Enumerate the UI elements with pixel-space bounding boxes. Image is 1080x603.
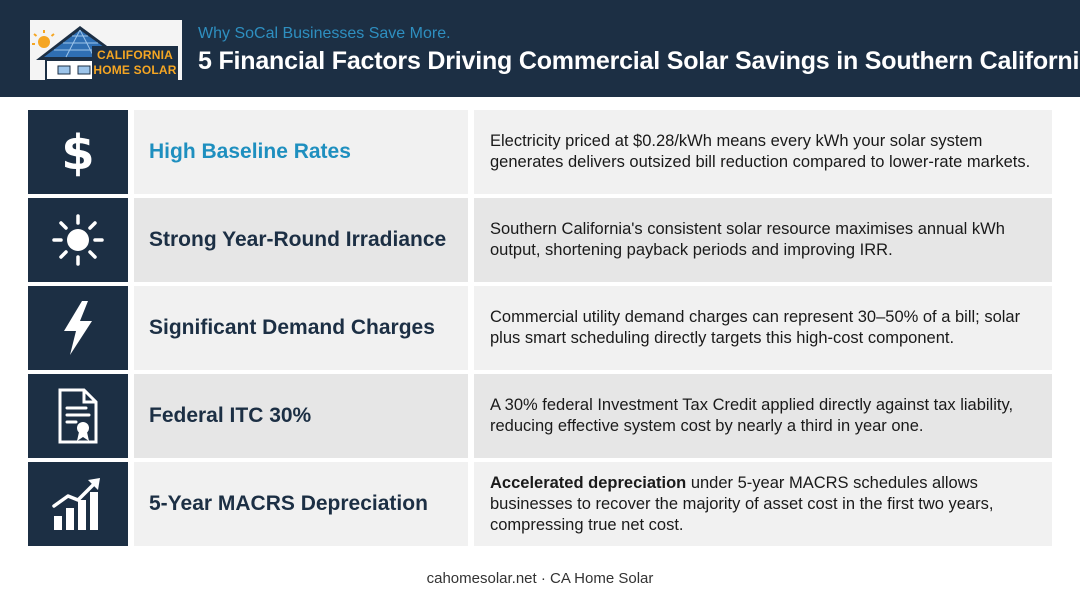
certificate-icon (58, 388, 98, 444)
sun-icon (52, 214, 104, 266)
factor-label: High Baseline Rates (134, 110, 468, 194)
factor-icon-cell (28, 462, 128, 546)
factor-row-federal-itc: Federal ITC 30% A 30% federal Investment… (28, 374, 1052, 458)
factor-icon-cell (28, 374, 128, 458)
factor-row-high-baseline-rates: $ High Baseline Rates Electricity priced… (28, 110, 1052, 194)
lightning-icon (64, 301, 92, 355)
factor-icon-cell: $ (28, 110, 128, 194)
factor-row-macrs-depreciation: 5-Year MACRS Depreciation Accelerated de… (28, 462, 1052, 546)
dollar-icon: $ (61, 125, 94, 179)
factor-row-irradiance: Strong Year-Round Irradiance Southern Ca… (28, 198, 1052, 282)
factor-label: 5-Year MACRS Depreciation (134, 462, 468, 546)
page-title: 5 Financial Factors Driving Commercial S… (198, 47, 1080, 75)
svg-text:$: $ (61, 125, 94, 179)
factor-description-bold: Accelerated depreciation (490, 473, 687, 492)
factor-description: Accelerated depreciation under 5-year MA… (474, 462, 1052, 546)
footer-credit: cahomesolar.net · CA Home Solar (426, 570, 654, 587)
factor-description: Commercial utility demand charges can re… (474, 286, 1052, 370)
growth-chart-icon (52, 478, 100, 530)
factor-row-demand-charges: Significant Demand Charges Commercial ut… (28, 286, 1052, 370)
header-banner: CALIFORNIA HOME SOLAR Why SoCal Business… (0, 0, 1080, 97)
factor-description: A 30% federal Investment Tax Credit appl… (474, 374, 1052, 458)
factor-description: Southern California's consistent solar r… (474, 198, 1052, 282)
brand-logo: CALIFORNIA HOME SOLAR (28, 18, 184, 82)
factor-label: Federal ITC 30% (134, 374, 468, 458)
factors-table: $ High Baseline Rates Electricity priced… (28, 110, 1052, 550)
factor-description: Electricity priced at $0.28/kWh means ev… (474, 110, 1052, 194)
header-kicker: Why SoCal Businesses Save More. (198, 25, 451, 42)
factor-icon-cell (28, 286, 128, 370)
logo-line-1: CALIFORNIA (97, 48, 173, 62)
factor-label: Strong Year-Round Irradiance (134, 198, 468, 282)
factor-icon-cell (28, 198, 128, 282)
factor-label: Significant Demand Charges (134, 286, 468, 370)
logo-wordmark: CALIFORNIA HOME SOLAR (92, 46, 178, 80)
logo-line-2: HOME SOLAR (93, 63, 177, 77)
factor-description-rest: under 5-year MACRS schedules allows busi… (490, 473, 994, 534)
